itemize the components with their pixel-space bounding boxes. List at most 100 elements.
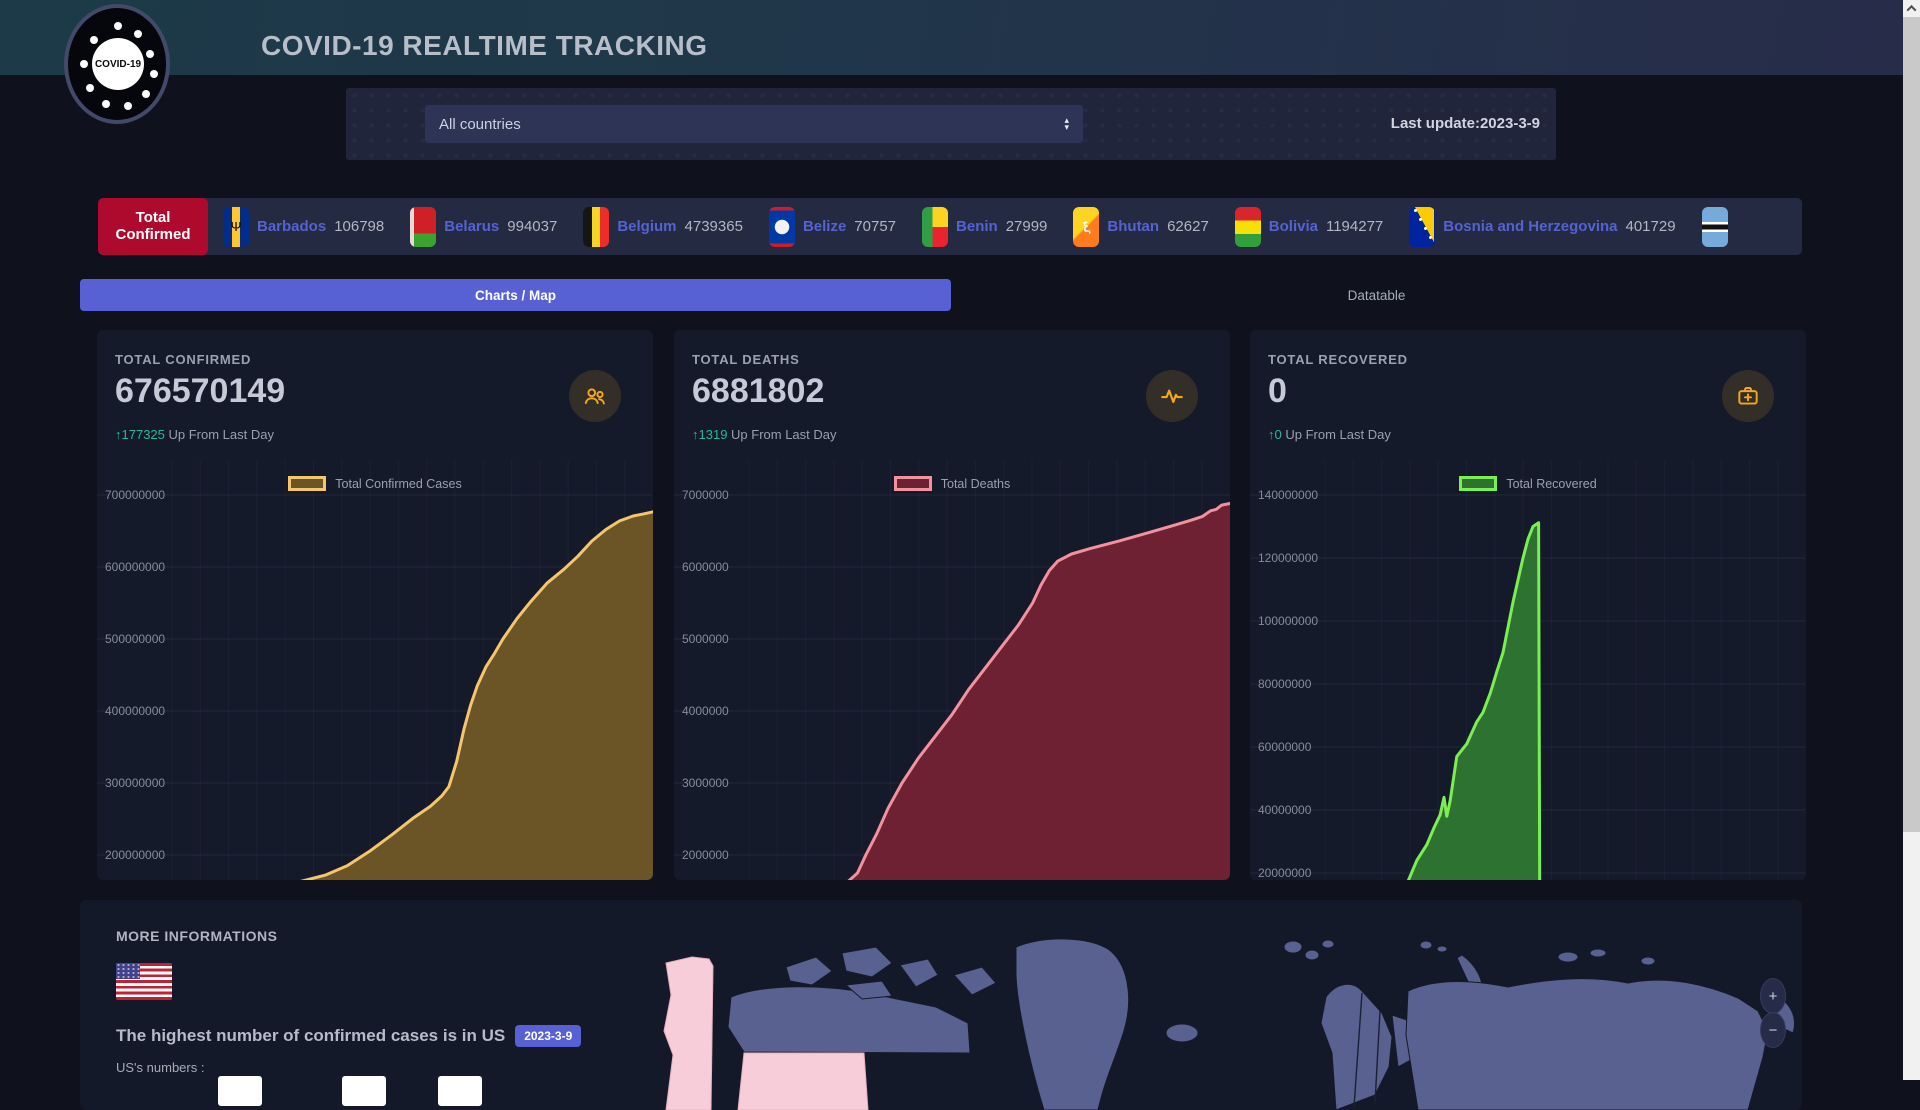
flag-bhutan-icon (1073, 206, 1100, 247)
scrollbar-thumb[interactable] (1903, 17, 1920, 832)
confirmed-area-chart: 700000000 600000000 500000000 400000000 3000… (97, 460, 653, 880)
svg-text:80000000: 80000000 (1258, 677, 1312, 691)
confirmed-chart: Total Confirmed Cases 700000000 600000000… (97, 460, 653, 880)
last-update-label: Last update:2023-3-9 (1390, 115, 1540, 132)
legend-swatch (893, 476, 932, 491)
svg-text:4000000: 4000000 (682, 704, 729, 718)
svg-text:7000000: 7000000 (682, 488, 729, 502)
card-label: TOTAL CONFIRMED (115, 352, 252, 367)
virus-body: COVID-19 (92, 38, 144, 90)
tab-datatable[interactable]: Datatable (1347, 287, 1406, 303)
scroll-up-button[interactable] (1903, 0, 1920, 17)
ticker-country-name: Bhutan (1107, 218, 1160, 235)
flag-belize-icon (768, 206, 795, 247)
card-value: 676570149 (115, 372, 286, 410)
chart-legend: Total Recovered (1250, 476, 1806, 491)
flag-benin-icon (922, 206, 949, 247)
ticker-items: Barbados 106798 Belarus 994037 Belgium 473936… (208, 206, 1728, 247)
legend-label: Total Deaths (940, 476, 1011, 491)
flag-botswana-icon (1701, 206, 1728, 247)
ticker-item[interactable]: Barbados 106798 (223, 206, 385, 247)
svg-text:200000000: 200000000 (105, 848, 165, 862)
card-delta: ↑177325 Up From Last Day (115, 427, 274, 442)
card-delta: ↑1319 Up From Last Day (692, 427, 837, 442)
svg-text:400000000: 400000000 (105, 704, 165, 718)
ticker-item[interactable]: Benin 27999 (922, 206, 1048, 247)
ticker-country-value: 4739365 (684, 218, 743, 235)
us-numbers-label: US's numbers : (116, 1060, 205, 1075)
svg-text:6000000: 6000000 (682, 560, 729, 574)
flag-barbados-icon (223, 206, 249, 247)
highest-cases-headline: The highest number of confirmed cases is… (116, 1026, 506, 1045)
ticker-country-value: 994037 (507, 218, 558, 235)
flag-bolivia-icon (1234, 206, 1261, 247)
ticker-country-value: 106798 (334, 218, 385, 235)
ticker-item[interactable]: Belgium 4739365 (583, 206, 743, 247)
world-map[interactable] (636, 935, 1806, 1110)
map-zoom-in-button[interactable]: + (1760, 978, 1786, 1014)
svg-text:20000000: 20000000 (1258, 866, 1312, 880)
svg-text:300000000: 300000000 (105, 776, 165, 790)
map-zoom-out-button[interactable]: − (1760, 1012, 1786, 1048)
ticker-country-value: 401729 (1625, 218, 1676, 235)
delta-suffix: Up From Last Day (164, 427, 274, 442)
delta-value: 0 (1274, 427, 1282, 442)
deaths-area-chart: 7000000 6000000 5000000 4000000 3000000 20000… (674, 460, 1230, 880)
legend-label: Total Recovered (1506, 476, 1597, 491)
recovered-area-chart: 140000000 120000000 100000000 80000000 60000… (1250, 460, 1806, 880)
delta-arrow-icon: ↑ (692, 427, 699, 442)
ticker-item[interactable] (1701, 206, 1728, 247)
page-title: COVID-19 REALTIME TRACKING (261, 30, 708, 61)
card-total-deaths: TOTAL DEATHS 6881802 ↑1319 Up From Last … (674, 330, 1230, 880)
svg-text:5000000: 5000000 (682, 632, 729, 646)
delta-suffix: Up From Last Day (1281, 427, 1391, 442)
flag-bosnia-icon (1409, 206, 1436, 247)
svg-text:140000000: 140000000 (1258, 488, 1318, 502)
card-total-recovered: TOTAL RECOVERED 0 ↑0 Up From Last Day To… (1250, 330, 1806, 880)
card-value: 0 (1268, 372, 1287, 410)
delta-arrow-icon: ↑ (115, 427, 122, 442)
us-flag-icon (116, 963, 172, 1000)
svg-text:40000000: 40000000 (1258, 803, 1312, 817)
total-confirmed-ticker-button[interactable]: Total Confirmed (98, 198, 208, 255)
legend-swatch (1459, 476, 1498, 491)
chart-legend: Total Deaths (674, 476, 1230, 491)
svg-text:60000000: 60000000 (1258, 740, 1312, 754)
ticker-item[interactable]: Bolivia 1194277 (1234, 206, 1384, 247)
ticker-item[interactable]: Belize 70757 (768, 206, 896, 247)
us-stat-box (438, 1076, 482, 1106)
page-scrollbar[interactable] (1903, 0, 1920, 1080)
ticker-item[interactable]: Bhutan 62627 (1073, 206, 1209, 247)
select-arrows-icon: ▴ ▾ (1064, 115, 1069, 132)
ticker-country-name: Benin (956, 218, 998, 235)
people-icon (569, 370, 621, 422)
medkit-icon (1722, 370, 1774, 422)
us-stat-box (218, 1076, 262, 1106)
delta-value: 1319 (698, 427, 728, 442)
covid-logo-icon: COVID-19 (64, 4, 170, 124)
recovered-chart: Total Recovered 140000000 120000000 100000… (1250, 460, 1806, 880)
ticker-country-value: 27999 (1005, 218, 1048, 235)
flag-belarus-icon (410, 206, 437, 247)
ticker-country-name: Barbados (257, 218, 327, 235)
card-label: TOTAL DEATHS (692, 352, 800, 367)
more-informations-panel: MORE INFORMATIONS The highest number of … (80, 900, 1802, 1110)
ticker-country-name: Bolivia (1268, 218, 1318, 235)
filter-panel: All countries ▴ ▾ Last update:2023-3-9 (346, 88, 1556, 160)
ticker-country-value: 62627 (1167, 218, 1209, 235)
country-select[interactable]: All countries ▴ ▾ (425, 105, 1083, 143)
country-ticker: Total Confirmed Barbados 106798 Belarus 994… (98, 198, 1802, 255)
chart-legend: Total Confirmed Cases (97, 476, 653, 491)
svg-text:120000000: 120000000 (1258, 551, 1318, 565)
tab-charts-map[interactable]: Charts / Map (80, 279, 951, 311)
pulse-icon (1146, 370, 1198, 422)
ticker-item[interactable]: Belarus 994037 (410, 206, 558, 247)
us-stat-box (342, 1076, 386, 1106)
card-value: 6881802 (692, 372, 825, 410)
ticker-country-name: Bosnia and Herzegovina (1443, 218, 1618, 235)
ticker-item[interactable]: Bosnia and Herzegovina 401729 (1409, 206, 1676, 247)
svg-text:3000000: 3000000 (682, 776, 729, 790)
country-select-value: All countries (439, 115, 521, 133)
ticker-country-value: 1194277 (1325, 218, 1384, 235)
svg-text:700000000: 700000000 (105, 488, 165, 502)
